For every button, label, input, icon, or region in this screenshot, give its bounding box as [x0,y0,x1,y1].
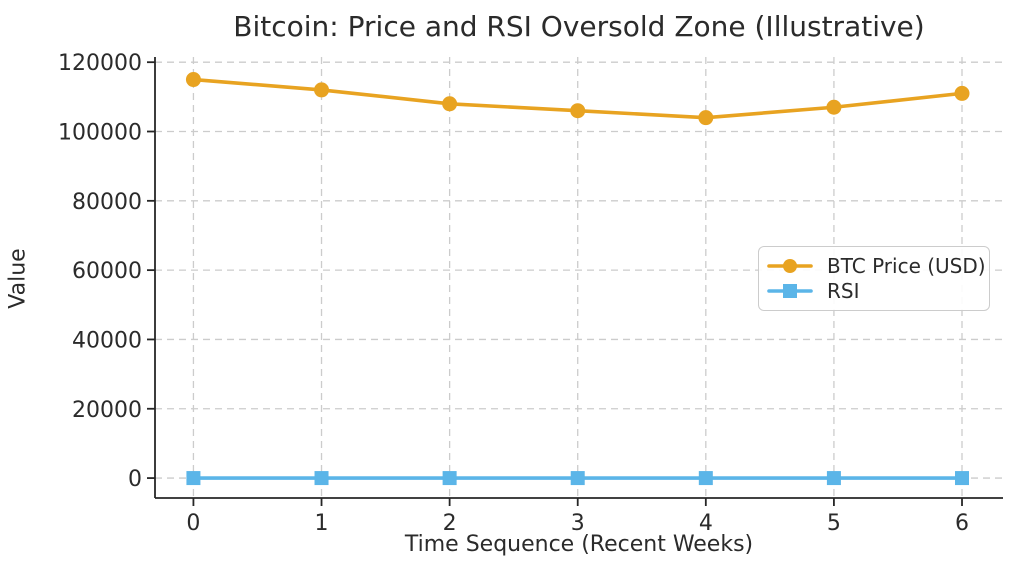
y-tick-label: 40000 [72,328,142,353]
y-tick-label: 20000 [72,398,142,423]
x-axis-label: Time Sequence (Recent Weeks) [404,532,754,557]
square-marker-icon [698,471,713,486]
legend-entry: RSI [767,279,979,305]
x-tick-label: 4 [699,511,713,536]
y-tick-label: 60000 [72,259,142,284]
chart-title: Bitcoin: Price and RSI Oversold Zone (Il… [233,10,925,43]
circle-marker-icon [570,103,586,119]
circle-marker-icon [185,72,201,88]
x-tick-label: 2 [443,511,457,536]
y-axis-label: Value [5,248,31,309]
circle-marker-icon [767,258,813,273]
square-marker-icon [767,284,813,299]
legend-entry: BTC Price (USD) [767,253,986,279]
legend-label: RSI [827,279,860,304]
square-marker-icon [826,471,841,486]
legend-label: BTC Price (USD) [827,253,986,278]
y-tick-label: 120000 [58,51,142,76]
circle-marker-icon [442,96,458,112]
square-marker-icon [314,471,329,486]
circle-marker-icon [698,110,714,126]
square-marker-icon [186,471,201,486]
legend: BTC Price (USD) RSI [758,246,990,311]
y-tick-label: 0 [128,467,142,492]
circle-marker-icon [314,82,330,98]
x-tick-label: 3 [571,511,585,536]
circle-marker-icon [826,99,842,115]
square-marker-icon [442,471,457,486]
y-tick-label: 80000 [72,190,142,215]
x-tick-label: 0 [186,511,200,536]
x-tick-label: 1 [315,511,329,536]
square-marker-icon [570,471,585,486]
x-tick-label: 5 [827,511,841,536]
x-tick-label: 6 [955,511,969,536]
y-tick-label: 100000 [58,121,142,146]
square-marker-icon [955,471,970,486]
circle-marker-icon [954,85,970,101]
